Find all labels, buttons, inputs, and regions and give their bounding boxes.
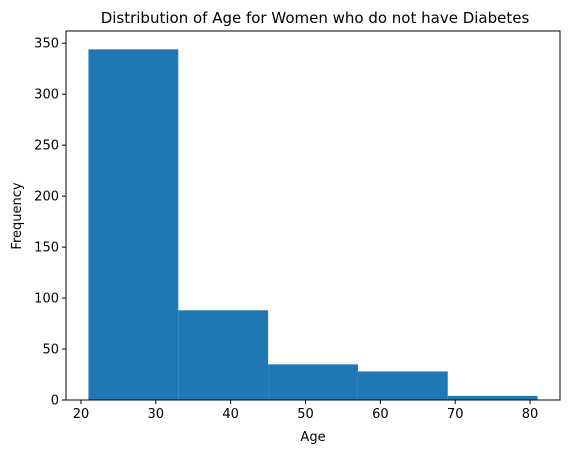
x-tick-label: 50 (297, 407, 314, 422)
y-tick-label: 0 (51, 394, 59, 409)
bars-group (88, 49, 538, 401)
x-tick-label: 20 (73, 407, 90, 422)
x-tick-label: 80 (522, 407, 539, 422)
y-tick-label: 100 (34, 292, 59, 307)
histogram-bar-4 (357, 371, 448, 400)
x-axis-label: Age (300, 430, 325, 445)
axes-group: 20 30 40 50 60 70 80 0 50 100 150 200 250 300 350 (34, 30, 561, 422)
x-tick-label: 30 (148, 407, 165, 422)
y-tick-label: 350 (34, 37, 59, 52)
plot-frame (65, 30, 561, 401)
y-axis-label: Frequency (10, 182, 25, 249)
histogram-bar-2 (178, 310, 269, 400)
y-tick-label: 300 (34, 88, 59, 103)
histogram-bar-1 (88, 49, 179, 401)
x-tick-label: 70 (447, 407, 464, 422)
y-tick-label: 200 (34, 190, 59, 205)
x-tick-label: 40 (222, 407, 239, 422)
y-tick-label: 50 (42, 343, 59, 358)
y-tick-label: 150 (34, 241, 59, 256)
y-tick-label: 250 (34, 139, 59, 154)
chart-title: Distribution of Age for Women who do not… (101, 9, 530, 27)
histogram-bar-5 (447, 395, 538, 400)
x-tick-label: 60 (372, 407, 389, 422)
histogram-bar-3 (268, 364, 358, 400)
